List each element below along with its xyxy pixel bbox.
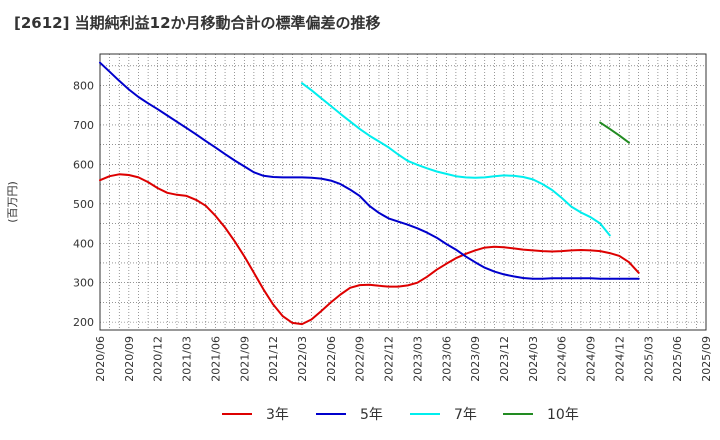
x-tick-label: 2021/03	[181, 336, 194, 382]
plot-frame	[99, 53, 707, 331]
legend: 3年 5年 7年 10年	[222, 407, 579, 423]
y-tick-label: 300	[73, 277, 94, 290]
y-tick-label: 200	[73, 316, 94, 329]
chart-title: [2612] 当期純利益12か月移動合計の標準偏差の推移	[14, 14, 381, 32]
x-tick-label: 2024/09	[585, 336, 598, 382]
x-tick-label: 2023/03	[411, 336, 424, 382]
x-tick-label: 2022/12	[383, 336, 396, 382]
x-tick-label: 2024/12	[613, 336, 626, 382]
y-axis-label: (百万円)	[6, 181, 19, 223]
y-tick-label: 500	[73, 198, 94, 211]
x-tick-label: 2020/12	[152, 336, 165, 382]
x-tick-label: 2021/06	[209, 336, 222, 382]
axes: 2020/06 2020/09 2020/12 2021/03 2021/06 2021/…	[73, 53, 713, 382]
x-tick-label: 2020/06	[94, 336, 107, 382]
y-tick-label: 600	[73, 158, 94, 171]
series-lines	[99, 61, 640, 326]
grid-lines	[100, 54, 706, 330]
series-line-5年	[99, 61, 640, 280]
x-tick-label: 2022/03	[296, 336, 309, 382]
legend-label-5年: 5年	[360, 407, 383, 423]
legend-label-10年: 10年	[547, 407, 579, 423]
y-tick-label: 700	[73, 119, 94, 132]
x-tick-label: 2020/09	[123, 336, 136, 382]
legend-label-3年: 3年	[266, 407, 289, 423]
x-tick-label: 2025/03	[642, 336, 655, 382]
series-line-3年	[99, 173, 640, 326]
x-tick-label: 2021/09	[238, 336, 251, 382]
x-tick-label: 2022/09	[354, 336, 367, 382]
x-tick-label: 2025/06	[671, 336, 684, 382]
y-tick-label: 400	[73, 237, 94, 250]
x-tick-label: 2023/12	[498, 336, 511, 382]
x-tick-label: 2024/06	[556, 336, 569, 382]
x-tick-label: 2022/06	[325, 336, 338, 382]
x-tick-label: 2021/12	[267, 336, 280, 382]
plot-background	[100, 54, 706, 330]
y-tick-label: 800	[73, 80, 94, 93]
series-line-10年	[599, 121, 630, 144]
x-tick-label: 2023/09	[469, 336, 482, 382]
legend-label-7年: 7年	[454, 407, 477, 423]
x-tick-label: 2025/09	[700, 336, 713, 382]
x-tick-label: 2023/06	[440, 336, 453, 382]
series-line-7年	[301, 82, 611, 237]
x-tick-label: 2024/03	[527, 336, 540, 382]
